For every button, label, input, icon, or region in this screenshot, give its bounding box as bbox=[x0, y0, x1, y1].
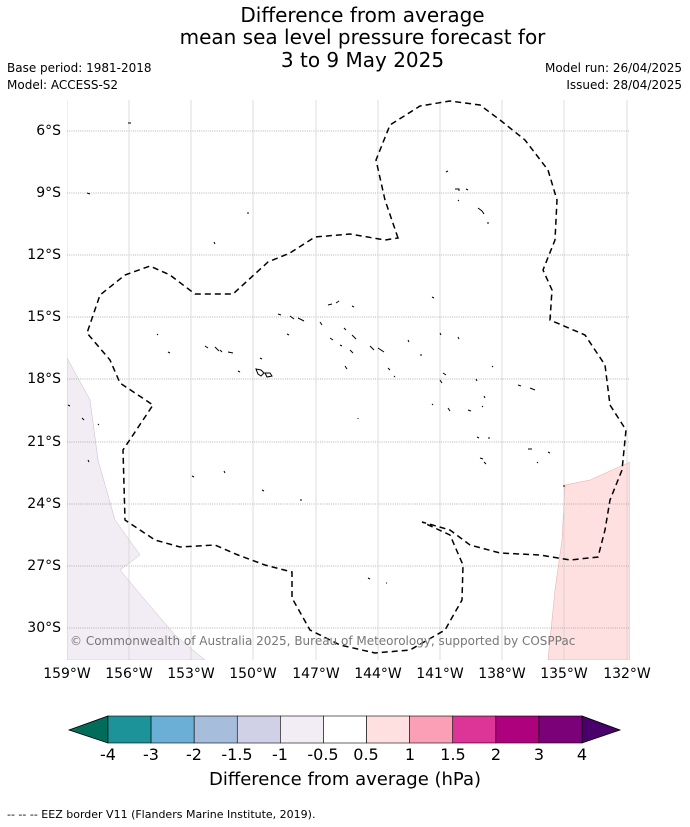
model-run: Model run: 26/04/2025 bbox=[544, 61, 682, 75]
lat-label: 24°S bbox=[27, 496, 61, 512]
title-line-2: mean sea level pressure forecast for bbox=[179, 25, 546, 49]
issued-date: Issued: 28/04/2025 bbox=[566, 78, 682, 92]
colorbar-swatch bbox=[236, 715, 281, 744]
colorbar-level: -0.5 bbox=[307, 745, 339, 764]
model-name: Model: ACCESS-S2 bbox=[7, 78, 119, 92]
lon-label: 138°W bbox=[478, 666, 526, 682]
lon-label: 150°W bbox=[229, 666, 277, 682]
colorbar-swatch bbox=[107, 715, 152, 744]
colorbar-swatch bbox=[280, 715, 324, 744]
colorbar-level: 0.5 bbox=[353, 745, 379, 764]
colorbar-level: -4 bbox=[100, 745, 116, 764]
colorbar-level: -2 bbox=[186, 745, 202, 764]
lat-label: 15°S bbox=[27, 309, 61, 325]
meridians bbox=[67, 100, 628, 660]
colorbar-title: Difference from average (hPa) bbox=[208, 769, 482, 790]
eez-border bbox=[86, 100, 627, 654]
colorbar-over-arrow bbox=[581, 715, 622, 744]
title-line-1: Difference from average bbox=[240, 3, 485, 27]
colorbar-swatch bbox=[538, 715, 583, 744]
colorbar-swatch bbox=[193, 715, 238, 744]
lon-label: 159°W bbox=[43, 666, 91, 682]
colorbar-level: 4 bbox=[576, 745, 588, 764]
lon-label: 144°W bbox=[354, 666, 402, 682]
colorbar-level: -1.5 bbox=[221, 745, 253, 764]
colorbar-under-arrow bbox=[67, 715, 109, 744]
copyright-notice: © Commonwealth of Australia 2025, Bureau… bbox=[70, 634, 576, 648]
base-period: Base period: 1981-2018 bbox=[7, 61, 152, 75]
colorbar-swatch bbox=[409, 715, 454, 744]
anomaly-region-positive bbox=[547, 461, 630, 660]
colorbar-swatch bbox=[452, 715, 497, 744]
lat-label: 6°S bbox=[36, 123, 61, 139]
lat-label: 9°S bbox=[36, 185, 61, 201]
colorbar-level: 2 bbox=[490, 745, 502, 764]
lat-label: 12°S bbox=[27, 247, 61, 263]
anomaly-region-negative bbox=[67, 357, 206, 660]
lon-label: 132°W bbox=[603, 666, 651, 682]
lat-label: 30°S bbox=[27, 620, 61, 636]
island-group bbox=[67, 122, 565, 584]
colorbar-level: 1.5 bbox=[440, 745, 466, 764]
lat-label: 21°S bbox=[27, 434, 61, 450]
lat-label: 27°S bbox=[27, 558, 61, 574]
lon-label: 141°W bbox=[416, 666, 464, 682]
colorbar-level: 3 bbox=[533, 745, 545, 764]
eez-legend: -- -- -- EEZ border V11 (Flanders Marine… bbox=[7, 808, 316, 821]
colorbar-level: -1 bbox=[272, 745, 288, 764]
colorbar bbox=[67, 715, 622, 744]
lat-label: 18°S bbox=[27, 371, 61, 387]
colorbar-level: -3 bbox=[143, 745, 159, 764]
colorbar-level: 1 bbox=[404, 745, 416, 764]
lon-label: 135°W bbox=[540, 666, 588, 682]
colorbar-swatch bbox=[150, 715, 195, 744]
lon-label: 147°W bbox=[292, 666, 340, 682]
colorbar-swatch bbox=[495, 715, 540, 744]
lon-label: 153°W bbox=[167, 666, 215, 682]
graticule bbox=[67, 130, 630, 629]
colorbar-swatch bbox=[366, 715, 410, 744]
title-line-3: 3 to 9 May 2025 bbox=[280, 48, 445, 72]
lon-label: 156°W bbox=[105, 666, 153, 682]
colorbar-swatch bbox=[323, 715, 367, 744]
